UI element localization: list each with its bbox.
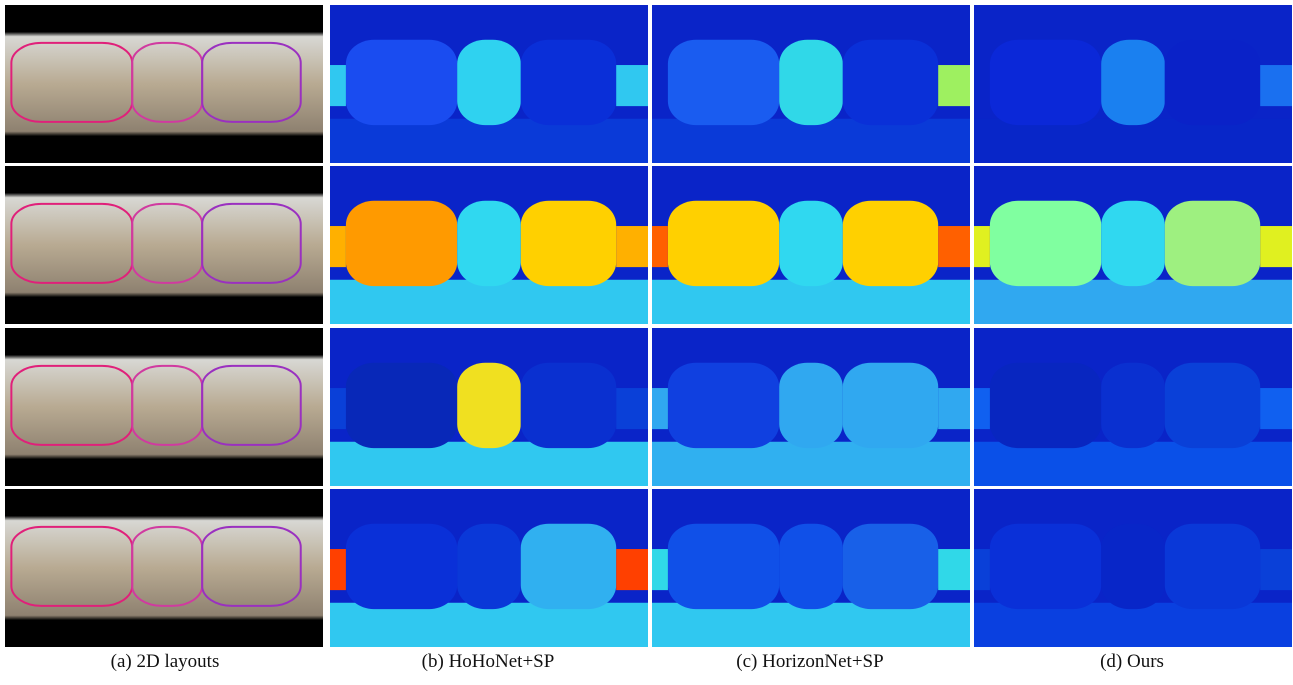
wall-region bbox=[938, 388, 970, 429]
wall-region bbox=[521, 40, 616, 125]
floor-region bbox=[974, 603, 1292, 647]
wall-region bbox=[346, 524, 457, 609]
wall-region bbox=[521, 201, 616, 286]
wall-region bbox=[668, 201, 779, 286]
wall-region bbox=[1165, 363, 1260, 448]
wall-region bbox=[974, 226, 990, 267]
wall-region bbox=[1165, 40, 1260, 125]
wall-region bbox=[779, 40, 843, 125]
wall-region bbox=[330, 226, 346, 267]
wall-region bbox=[1165, 524, 1260, 609]
wall-region bbox=[521, 524, 616, 609]
wall-region bbox=[1101, 40, 1165, 125]
wall-region bbox=[1260, 388, 1292, 429]
wall-region bbox=[330, 549, 346, 590]
wall-region bbox=[346, 201, 457, 286]
figure: (a) 2D layouts (b) HoHoNet+SP (c) Horizo… bbox=[0, 0, 1293, 685]
wall-region bbox=[652, 388, 668, 429]
wall-region bbox=[668, 363, 779, 448]
wall-region bbox=[1260, 549, 1292, 590]
wall-region bbox=[938, 226, 970, 267]
wall-region bbox=[938, 549, 970, 590]
caption: (b) HoHoNet+SP bbox=[422, 651, 555, 672]
wall-region bbox=[616, 388, 648, 429]
caption: (c) HorizonNet+SP bbox=[736, 651, 883, 672]
wall-region bbox=[616, 226, 648, 267]
wall-region bbox=[1101, 201, 1165, 286]
wall-region bbox=[668, 40, 779, 125]
panorama bbox=[5, 166, 323, 324]
floor-region bbox=[974, 280, 1292, 324]
wall-region bbox=[652, 549, 668, 590]
panorama bbox=[5, 489, 323, 647]
caption: (a) 2D layouts bbox=[111, 651, 220, 672]
wall-region bbox=[990, 40, 1101, 125]
wall-region bbox=[652, 226, 668, 267]
wall-region bbox=[1101, 524, 1165, 609]
panels bbox=[5, 5, 1292, 647]
wall-region bbox=[843, 201, 938, 286]
floor-region bbox=[652, 442, 970, 486]
wall-region bbox=[990, 363, 1101, 448]
wall-region bbox=[346, 363, 457, 448]
wall-region bbox=[843, 363, 938, 448]
wall-region bbox=[457, 363, 521, 448]
wall-region bbox=[843, 40, 938, 125]
wall-region bbox=[457, 524, 521, 609]
wall-region bbox=[330, 388, 346, 429]
wall-region bbox=[843, 524, 938, 609]
wall-region bbox=[990, 201, 1101, 286]
wall-region bbox=[616, 65, 648, 106]
wall-region bbox=[1260, 65, 1292, 106]
wall-region bbox=[779, 363, 843, 448]
wall-region bbox=[1165, 201, 1260, 286]
wall-region bbox=[616, 549, 648, 590]
panorama bbox=[5, 328, 323, 486]
floor-region bbox=[330, 603, 648, 647]
floor-region bbox=[652, 280, 970, 324]
caption: (d) Ours bbox=[1100, 651, 1164, 672]
wall-region bbox=[938, 65, 970, 106]
wall-region bbox=[457, 201, 521, 286]
floor-region bbox=[974, 119, 1292, 163]
floor-region bbox=[974, 442, 1292, 486]
floor-region bbox=[330, 442, 648, 486]
wall-region bbox=[521, 363, 616, 448]
panorama bbox=[5, 5, 323, 163]
floor-region bbox=[652, 119, 970, 163]
wall-region bbox=[779, 524, 843, 609]
wall-region bbox=[974, 549, 990, 590]
wall-region bbox=[990, 524, 1101, 609]
wall-region bbox=[668, 524, 779, 609]
wall-region bbox=[779, 201, 843, 286]
floor-region bbox=[330, 119, 648, 163]
wall-region bbox=[457, 40, 521, 125]
wall-region bbox=[1101, 363, 1165, 448]
floor-region bbox=[330, 280, 648, 324]
wall-region bbox=[1260, 226, 1292, 267]
wall-region bbox=[974, 388, 990, 429]
wall-region bbox=[346, 40, 457, 125]
floor-region bbox=[652, 603, 970, 647]
wall-region bbox=[330, 65, 346, 106]
